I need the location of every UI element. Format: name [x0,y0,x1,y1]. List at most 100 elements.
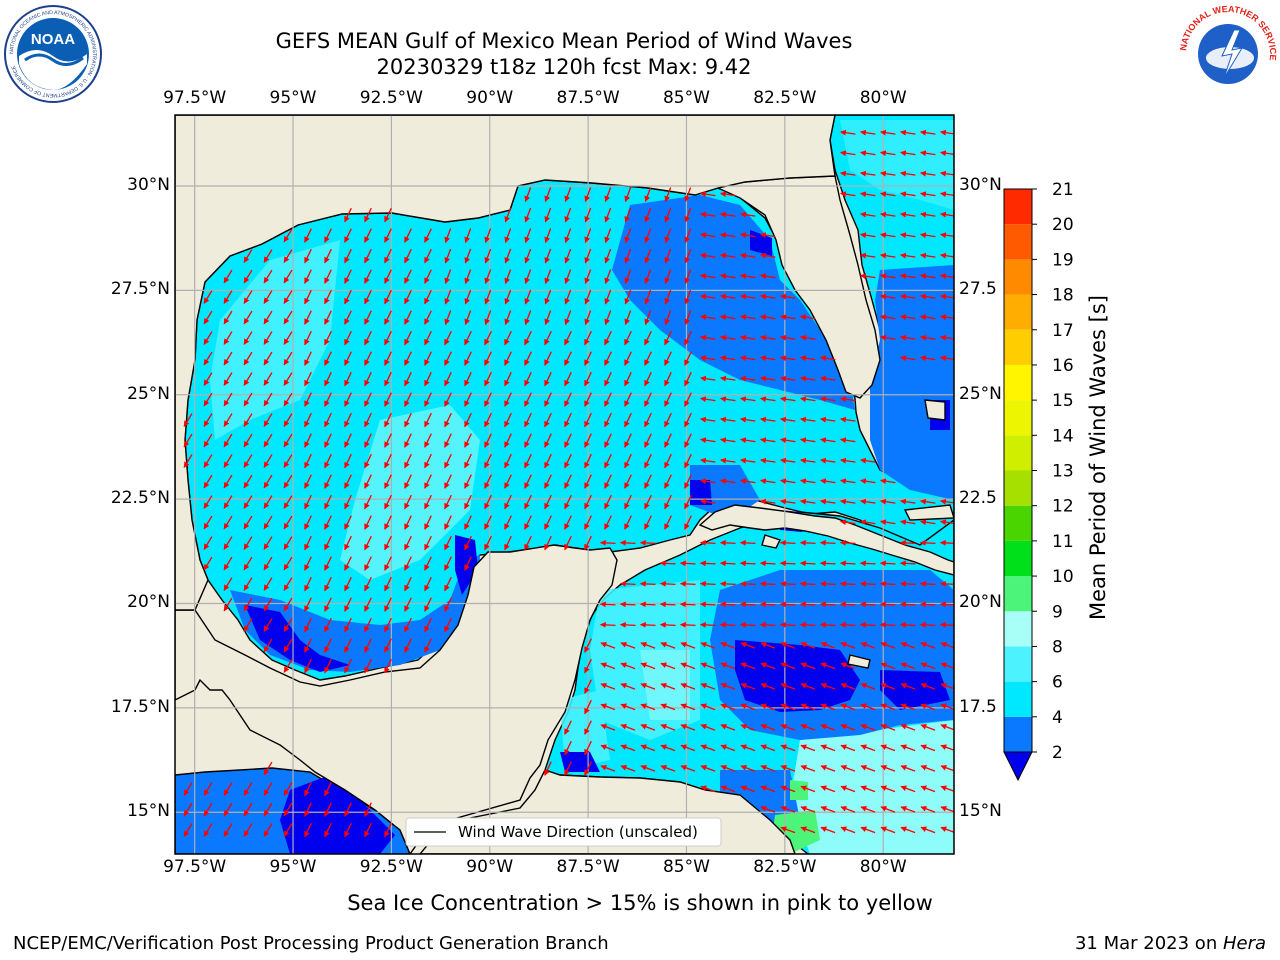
wind-wave-arrow [283,597,293,612]
lon-tick-bottom: 97.5°W [163,857,227,877]
wind-wave-arrow [860,764,876,772]
wind-wave-arrow [504,310,512,326]
map-frame [174,114,955,855]
wind-wave-arrow [840,519,856,526]
wind-wave-arrow [544,371,552,387]
wind-wave-arrow [880,764,896,772]
wind-wave-arrow [860,191,876,198]
wind-wave-arrow [484,310,492,326]
wind-wave-arrow [524,535,532,551]
wind-wave-arrow [899,539,916,546]
lon-tick-bottom: 82.5°W [753,857,817,877]
wind-wave-arrow [899,601,916,608]
wind-wave-arrow [344,248,352,264]
wind-wave-arrow [283,310,293,325]
wind-wave-arrow [304,269,312,284]
wind-wave-arrow [900,252,916,259]
wind-wave-arrow [283,269,293,284]
wind-wave-arrow [424,412,432,428]
colorbar-bin [1004,470,1032,506]
wind-wave-arrow [444,310,452,326]
wind-wave-arrow [263,249,273,263]
wind-wave-arrow [344,330,352,346]
wind-wave-arrow [619,601,636,608]
noaa-logo: NOAA NATIONAL OCEANIC AND ATMOSPHERIC AD… [3,4,103,104]
wind-wave-arrow [880,293,896,300]
wind-wave-arrow [760,723,776,731]
wind-wave-arrow [780,662,796,670]
wind-wave-arrow [263,556,273,571]
wind-wave-arrow [404,269,412,284]
wind-wave-arrow [544,269,552,285]
wind-wave-arrow [584,351,592,366]
wind-wave-arrow [344,617,352,633]
wind-wave-arrow [243,433,253,448]
wind-wave-arrow [344,822,352,838]
wind-wave-arrow [464,371,472,387]
wind-wave-arrow [660,744,676,752]
wind-wave-arrow [664,392,672,407]
wind-wave-arrow [223,782,233,796]
colorbar-tick-label: 14 [1052,426,1074,446]
wind-wave-arrow [839,580,856,587]
wind-wave-arrow [644,228,652,244]
wind-wave-arrow [364,433,372,448]
wind-wave-arrow [720,437,736,444]
wind-wave-arrow [564,392,572,407]
colorbar-bin [1004,611,1032,647]
wind-wave-arrow [720,293,736,300]
wind-wave-arrow [880,129,896,136]
wind-wave-arrow [920,252,936,259]
wind-wave-arrow [304,638,312,653]
wind-wave-arrow [283,392,293,407]
wind-wave-arrow [424,433,432,448]
wind-wave-arrow [464,248,472,264]
wind-wave-arrow [344,351,352,366]
wind-wave-arrow [600,744,616,752]
wind-wave-arrow [404,351,412,366]
wind-wave-arrow [504,494,512,510]
wind-wave-arrow [920,519,936,526]
lon-tick-bottom: 80°W [859,857,907,877]
wind-wave-arrow [680,682,696,690]
wind-wave-arrow [524,248,532,264]
caption: Sea Ice Concentration > 15% is shown in … [347,891,933,915]
wind-wave-arrow [243,331,253,345]
cuba-land [698,504,954,576]
wind-wave-arrow [720,314,736,321]
wind-wave-arrow [799,621,816,628]
wind-wave-arrow [484,494,492,510]
wind-wave-arrow [644,412,652,428]
wind-wave-arrow [899,621,916,628]
wind-wave-arrow [384,392,392,407]
wind-wave-arrow [900,744,916,752]
wind-wave-arrow [384,658,392,674]
wind-wave-arrow [940,334,954,341]
wind-wave-arrow [324,412,332,428]
wind-wave-arrow [720,703,736,711]
wind-wave-arrow [720,334,736,341]
wind-wave-arrow [880,150,896,157]
wind-wave-arrow [183,413,193,427]
wind-wave-arrow [919,621,936,628]
wind-wave-arrow [600,703,616,711]
wind-wave-arrow [564,351,572,366]
wind-wave-arrow [223,823,233,837]
wind-wave-arrow [223,310,233,325]
wind-wave-arrow [324,371,332,387]
wind-wave-arrow [684,494,692,510]
wind-wave-arrow [304,412,312,428]
wind-wave-arrow [700,375,716,382]
wind-wave-arrow [940,703,954,710]
wind-wave-arrow [860,232,876,239]
wind-wave-arrow [644,474,652,489]
wind-wave-arrow [444,269,452,285]
wind-wave-arrow [820,498,836,505]
wind-wave-arrow [344,392,352,407]
wind-wave-arrow [699,560,716,567]
wind-wave-arrow [424,556,432,571]
wind-wave-arrow [684,269,692,285]
wind-wave-arrow [624,207,632,223]
colorbar-bin [1004,435,1032,471]
wind-wave-arrow [304,310,312,325]
